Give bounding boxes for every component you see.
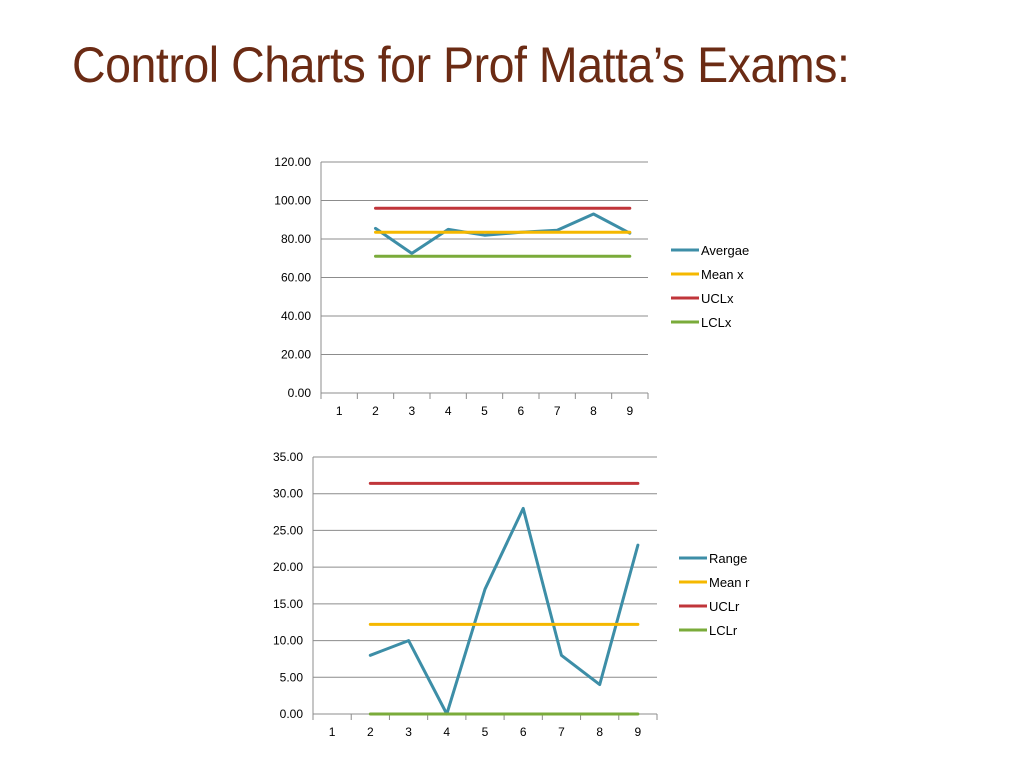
y-tick-label: 0.00 <box>288 386 312 400</box>
x-tick-label: 3 <box>405 725 412 739</box>
y-tick-label: 120.00 <box>274 155 311 169</box>
y-tick-label: 40.00 <box>281 309 311 323</box>
x-tick-label: 4 <box>443 725 450 739</box>
x-tick-label: 7 <box>558 725 565 739</box>
y-tick-label: 10.00 <box>273 634 303 648</box>
y-tick-label: 25.00 <box>273 523 303 537</box>
series-line-range <box>368 506 640 716</box>
y-tick-label: 60.00 <box>281 271 311 285</box>
y-tick-label: 30.00 <box>273 487 303 501</box>
x-tick-label: 8 <box>596 725 603 739</box>
legend-label: LCLr <box>709 623 738 638</box>
y-tick-label: 35.00 <box>273 450 303 464</box>
y-tick-label: 0.00 <box>280 707 304 721</box>
x-tick-label: 7 <box>554 404 561 418</box>
y-tick-label: 5.00 <box>280 670 304 684</box>
y-tick-label: 80.00 <box>281 232 311 246</box>
legend-label: Mean x <box>701 267 744 282</box>
y-tick-label: 15.00 <box>273 597 303 611</box>
x-tick-label: 1 <box>329 725 336 739</box>
x-tick-label: 1 <box>336 404 343 418</box>
x-tick-label: 5 <box>481 404 488 418</box>
y-tick-label: 100.00 <box>274 194 311 208</box>
legend-label: Range <box>709 551 747 566</box>
y-tick-label: 20.00 <box>273 560 303 574</box>
x-tick-label: 2 <box>367 725 374 739</box>
y-tick-label: 20.00 <box>281 348 311 362</box>
x-tick-label: 9 <box>626 404 633 418</box>
legend-label: Mean r <box>709 575 750 590</box>
x-tick-label: 3 <box>408 404 415 418</box>
legend-label: UCLx <box>701 291 734 306</box>
x-tick-label: 8 <box>590 404 597 418</box>
slide-title: Control Charts for Prof Matta’s Exams: <box>72 37 850 93</box>
x-tick-label: 5 <box>482 725 489 739</box>
legend-label: LCLx <box>701 315 732 330</box>
x-tick-label: 4 <box>445 404 452 418</box>
x-tick-label: 6 <box>517 404 524 418</box>
x-tick-label: 6 <box>520 725 527 739</box>
legend-label: Avergae <box>701 243 749 258</box>
x-tick-label: 2 <box>372 404 379 418</box>
legend-label: UCLr <box>709 599 740 614</box>
x-tick-label: 9 <box>635 725 642 739</box>
